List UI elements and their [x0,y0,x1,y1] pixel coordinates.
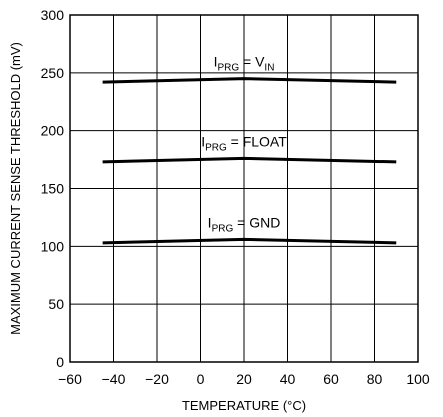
y-tick-labels: 0 50 100 150 200 250 300 [41,7,65,370]
x-tick-label: 80 [367,371,383,387]
y-tick-label: 0 [56,354,64,370]
x-tick-label: 20 [236,371,252,387]
grid [70,15,418,362]
series-label: IPRG = VIN [214,54,275,74]
series-labels: IPRG = VIN IPRG = FLOAT IPRG = GND [201,54,287,235]
plot-frame [69,14,419,363]
series-label: IPRG = FLOAT [201,133,287,153]
x-tick-labels: −60 −40 −20 0 20 40 60 80 100 [58,371,430,387]
y-tick-label: 100 [41,238,65,254]
x-tick-label: −40 [102,371,126,387]
x-tick-label: 40 [280,371,296,387]
y-tick-label: 50 [48,296,64,312]
x-tick-label: 0 [197,371,205,387]
series-label: IPRG = GND [208,214,281,234]
y-tick-label: 250 [41,65,65,81]
x-tick-label: −60 [58,371,82,387]
x-axis-title: TEMPERATURE (°C) [182,398,306,413]
y-axis-title: MAXIMUM CURRENT SENSE THRESHOLD (mV) [8,42,23,335]
series-line [102,77,397,84]
x-tick-label: 60 [323,371,339,387]
y-tick-label: 150 [41,181,65,197]
y-tick-label: 200 [41,123,65,139]
x-tick-label: −20 [145,371,169,387]
y-tick-label: 300 [41,7,65,23]
x-tick-label: 100 [406,371,430,387]
series-line [102,156,397,164]
series-group [102,77,397,245]
series-line [102,237,397,245]
